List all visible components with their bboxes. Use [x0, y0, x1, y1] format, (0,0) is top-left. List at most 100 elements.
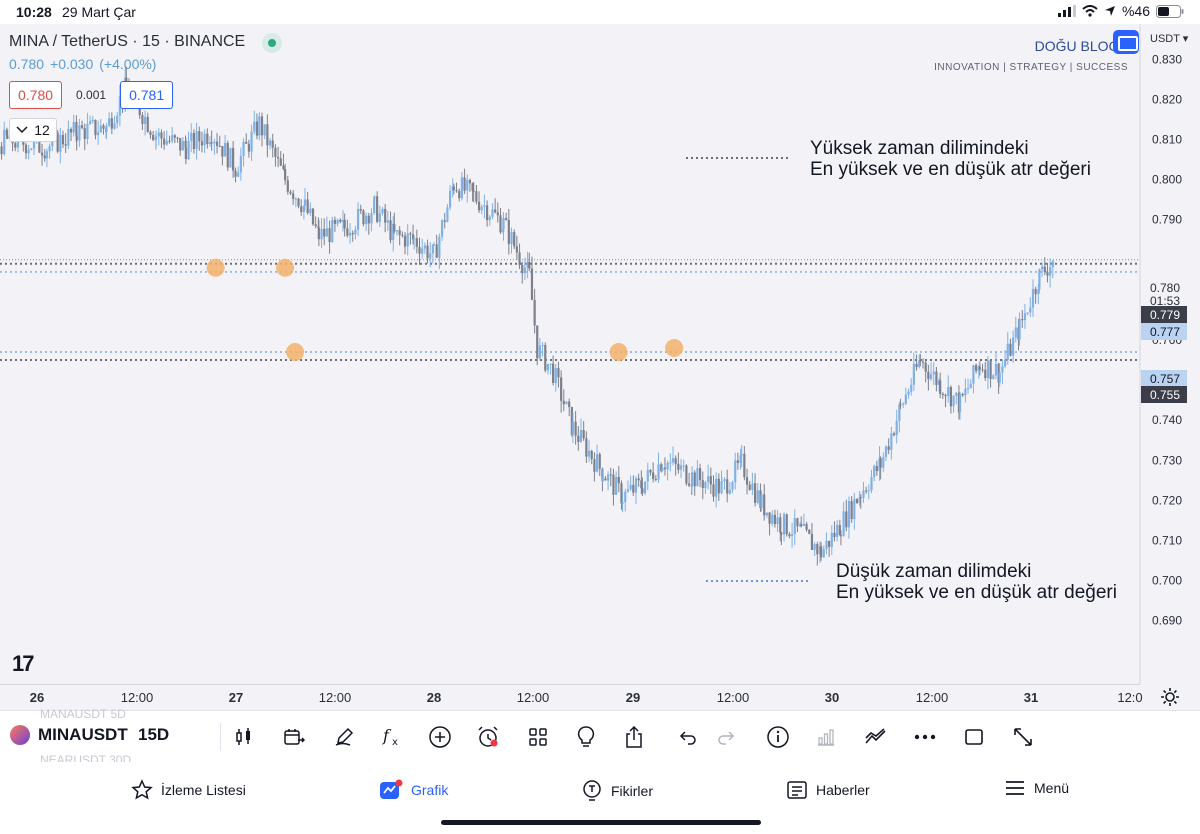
candle-body — [710, 476, 712, 484]
fullscreen-icon[interactable] — [1113, 30, 1139, 54]
candle-body — [552, 364, 554, 383]
candle-body — [882, 457, 884, 468]
candle-body — [615, 477, 617, 495]
candle-body — [1012, 338, 1014, 356]
candle-body — [541, 345, 543, 346]
info-button[interactable] — [764, 723, 792, 751]
candle-body — [168, 141, 170, 142]
candle-body — [245, 142, 247, 144]
time-tick-label: 28 — [427, 690, 441, 705]
candle-body — [277, 157, 279, 158]
candle-body — [458, 191, 460, 198]
candle-body — [65, 144, 67, 145]
market-open-icon — [262, 33, 282, 53]
share-button[interactable] — [620, 723, 648, 751]
candle-body — [70, 129, 72, 132]
tab-watchlist[interactable]: İzleme Listesi — [131, 779, 246, 801]
candle-body — [922, 361, 924, 362]
indicators-toggle[interactable]: 12 — [9, 118, 57, 142]
chart-area[interactable]: 0.8300.8200.8100.8000.7900.7600.7500.740… — [0, 24, 1200, 710]
time-axis[interactable]: 26 12:00 27 12:00 28 12:00 29 12:00 30 12:00 31 12:… — [0, 684, 1140, 710]
candle-body — [885, 446, 887, 457]
candle-body — [547, 364, 549, 370]
candle-body — [853, 499, 855, 519]
candle-body — [981, 369, 983, 370]
tradingview-logo[interactable]: 17 — [12, 651, 32, 677]
add-button[interactable] — [426, 723, 454, 751]
candle-body — [919, 360, 921, 361]
candle-body — [630, 485, 632, 489]
candle-body — [933, 372, 935, 375]
last-price: 0.780 — [9, 56, 44, 72]
candle-body — [721, 481, 723, 482]
undo-icon — [678, 728, 698, 746]
menu-icon — [1004, 779, 1026, 797]
candle-body — [1027, 312, 1029, 313]
compare-button[interactable] — [862, 723, 890, 751]
ideas-toolbar-button[interactable] — [572, 723, 600, 751]
candle-body — [461, 177, 463, 198]
price-label-text: 01:53 — [1150, 294, 1180, 308]
candle-body — [905, 395, 907, 404]
candle-body — [939, 380, 941, 394]
candle-body — [550, 364, 552, 365]
candle-body — [899, 404, 901, 405]
currency-selector[interactable]: USDT ▾ — [1150, 32, 1188, 45]
candle-body — [734, 460, 736, 482]
fullscreen-button[interactable] — [1009, 723, 1037, 751]
buy-button[interactable]: 0.781 — [120, 81, 173, 109]
tab-menu-label: Menü — [1034, 780, 1069, 796]
tab-menu[interactable]: Menü — [1004, 779, 1069, 797]
candle-body — [539, 346, 541, 359]
candle-body — [534, 300, 536, 326]
candle-body — [331, 220, 333, 242]
tab-watchlist-label: İzleme Listesi — [161, 782, 246, 798]
symbol-title[interactable]: MINA / TetherUS · 15 · BINANCE — [9, 33, 245, 51]
star-icon — [131, 779, 153, 801]
candle-body — [284, 169, 286, 180]
candle-type-button[interactable] — [230, 723, 258, 751]
alert-button[interactable] — [474, 723, 502, 751]
candle-body — [326, 228, 328, 236]
layout-button[interactable] — [524, 723, 552, 751]
candle-body — [612, 475, 614, 495]
candle-body — [1024, 313, 1026, 320]
tab-ideas[interactable]: Fikirler — [581, 779, 653, 803]
symbol-selector[interactable]: MINAUSDT — [10, 725, 128, 745]
date-range-button[interactable] — [280, 723, 308, 751]
more-button[interactable] — [911, 723, 939, 751]
candle-body — [30, 148, 32, 149]
interval-selector[interactable]: 15D — [138, 725, 169, 745]
candle-body — [201, 141, 203, 145]
candle-body — [896, 421, 898, 435]
toolbar-symbol: MINAUSDT — [38, 725, 128, 745]
annotation-high-tf: Yüksek zaman dilimindeki En yüksek ve en… — [810, 138, 1091, 180]
candle-body — [344, 220, 346, 228]
candle-body — [216, 142, 218, 146]
gear-icon[interactable] — [1160, 687, 1180, 707]
time-tick-label: 12:00 — [916, 690, 949, 705]
candle-body — [179, 138, 181, 150]
candle-body — [182, 141, 184, 151]
touch-marker — [286, 343, 304, 361]
candle-body — [295, 199, 297, 200]
candle-body — [783, 514, 785, 534]
redo-button[interactable] — [712, 723, 740, 751]
brand-watermark: DOĞU BLOCK INNOVATION | STRATEGY | SUCCE… — [934, 38, 1128, 73]
annotation-high-line2: En yüksek ve en düşük atr değeri — [810, 159, 1091, 180]
touch-marker — [207, 259, 225, 277]
candle-body — [486, 205, 488, 220]
bottom-tab-bar: İzleme Listesi Grafik Fikirler Haberler … — [0, 762, 1200, 834]
drawing-tools-button[interactable] — [330, 723, 358, 751]
financials-button[interactable] — [812, 723, 840, 751]
candle-body — [116, 116, 118, 123]
window-button[interactable] — [960, 723, 988, 751]
sell-button[interactable]: 0.780 — [9, 81, 62, 109]
tab-news[interactable]: Haberler — [786, 779, 870, 801]
undo-button[interactable] — [674, 723, 702, 751]
candle-body — [989, 360, 991, 378]
tab-chart[interactable]: Grafik — [379, 779, 448, 801]
time-tick-label: 12:00 — [717, 690, 750, 705]
candle-body — [935, 372, 937, 385]
